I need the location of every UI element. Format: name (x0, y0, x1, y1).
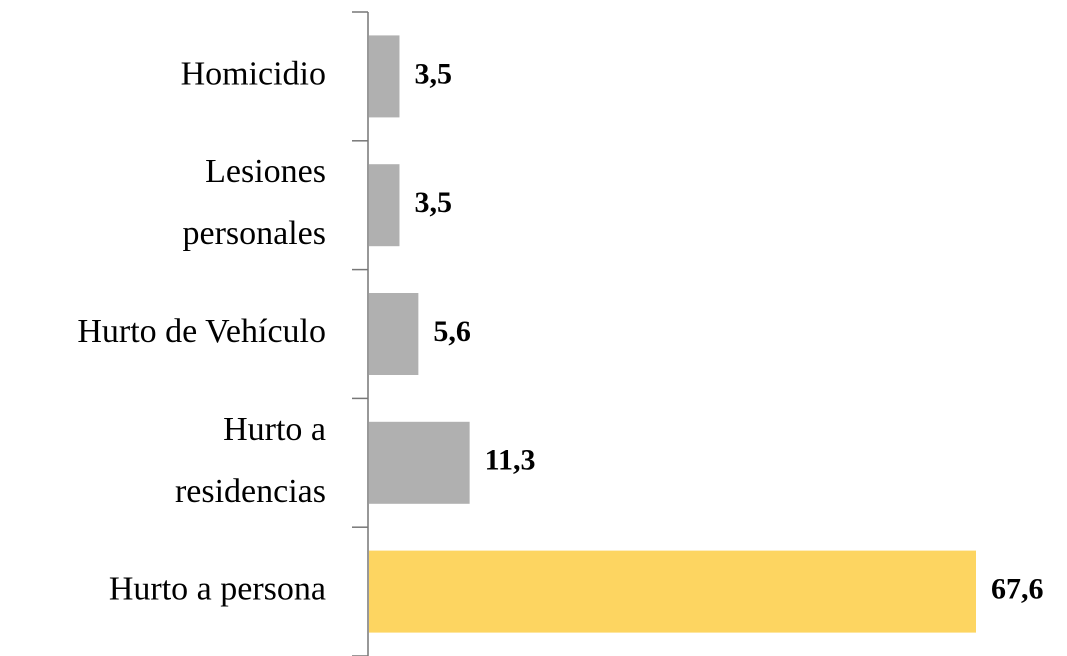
bar (369, 550, 976, 633)
bar (369, 35, 400, 118)
category-label: Hurto de Vehículo (77, 313, 326, 350)
data-label: 5,6 (433, 315, 471, 348)
category-label: Hurto a residencias (175, 411, 326, 510)
bar (369, 293, 419, 375)
data-label: 3,5 (414, 186, 452, 219)
bar (369, 421, 470, 504)
data-label: 3,5 (414, 57, 452, 90)
bar (369, 164, 400, 247)
category-label: Homicidio (181, 55, 326, 92)
data-label: 11,3 (485, 444, 536, 477)
category-label: Hurto a persona (109, 570, 326, 607)
category-label: Lesiones personales (182, 153, 326, 252)
data-label: 67,6 (991, 572, 1044, 605)
